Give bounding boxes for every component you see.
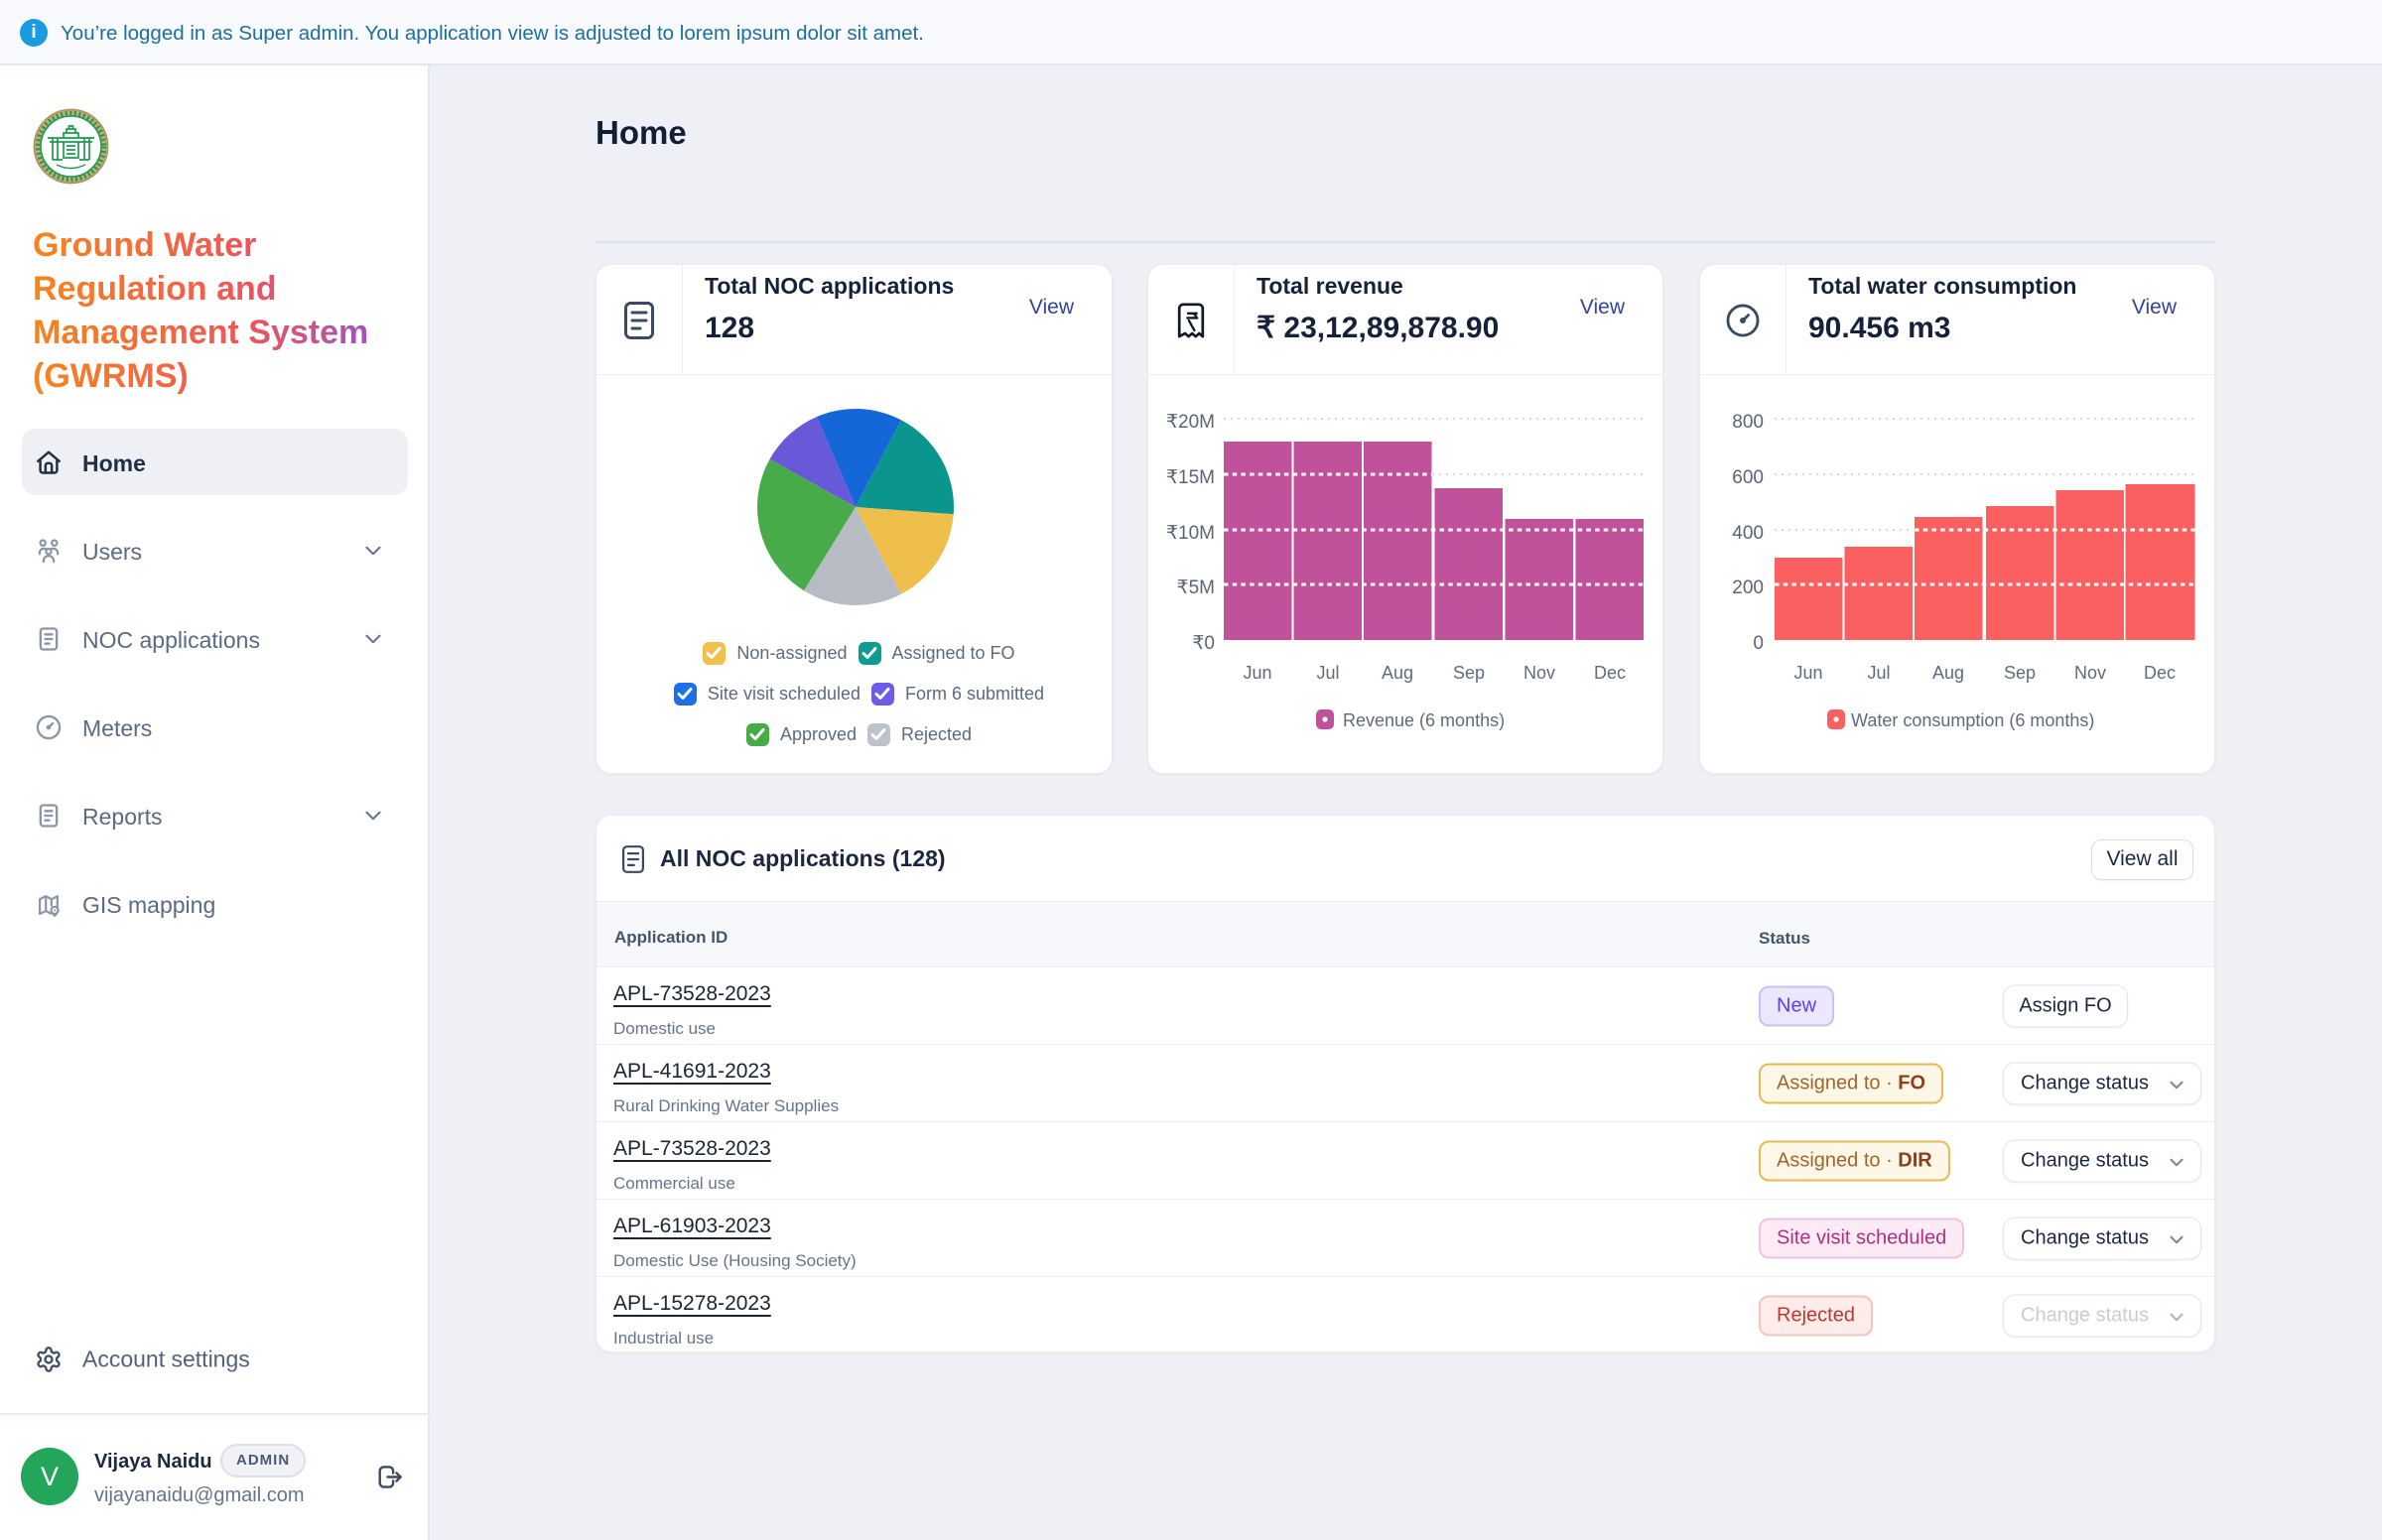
svg-text:Water consumption (6 months): Water consumption (6 months) [1851, 710, 2094, 730]
svg-text:200: 200 [1732, 578, 1764, 598]
svg-text:Dec: Dec [1594, 663, 1626, 683]
svg-text:Jul: Jul [1316, 663, 1339, 683]
svg-text:Aug: Aug [1382, 663, 1413, 683]
svg-text:Jul: Jul [1867, 663, 1890, 683]
svg-text:Nov: Nov [2074, 663, 2106, 683]
svg-text:Sep: Sep [2004, 663, 2036, 683]
svg-text:Nov: Nov [1523, 663, 1555, 683]
svg-text:₹20M: ₹20M [1166, 412, 1215, 433]
svg-text:800: 800 [1732, 412, 1764, 433]
svg-text:400: 400 [1732, 523, 1764, 544]
svg-text:₹5M: ₹5M [1177, 578, 1215, 598]
svg-text:0: 0 [1753, 633, 1764, 654]
svg-text:Aug: Aug [1932, 663, 1964, 683]
svg-text:₹0: ₹0 [1192, 633, 1215, 654]
svg-text:Jun: Jun [1243, 663, 1271, 683]
svg-text:Dec: Dec [2144, 663, 2176, 683]
svg-text:Jun: Jun [1793, 663, 1822, 683]
svg-text:₹10M: ₹10M [1166, 523, 1215, 544]
svg-text:Revenue (6 months): Revenue (6 months) [1343, 710, 1505, 730]
svg-text:₹15M: ₹15M [1166, 467, 1215, 488]
svg-text:Sep: Sep [1453, 663, 1485, 683]
svg-text:600: 600 [1732, 467, 1764, 488]
